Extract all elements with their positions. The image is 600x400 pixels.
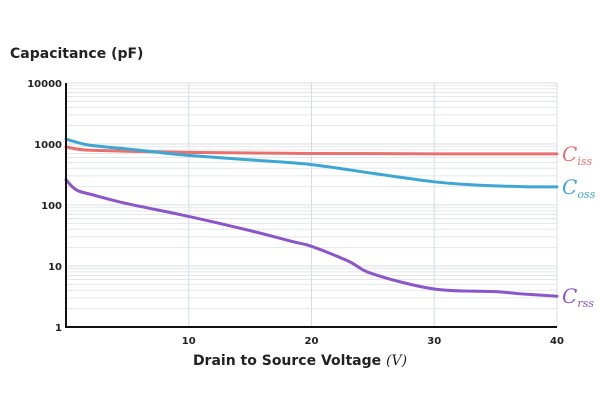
x-tick-label: 20 <box>305 336 319 347</box>
y-tick-label: 10000 <box>27 79 62 90</box>
x-tick-label: 10 <box>182 336 196 347</box>
y-tick-label: 10 <box>48 262 62 273</box>
tick-labels: 1 10 100 1000 10000 10 20 30 40 <box>27 79 564 347</box>
y-tick-label: 100 <box>41 201 62 212</box>
y-axis-title: Capacitance (pF) <box>10 46 144 62</box>
x-axis-title: Drain to Source Voltage (V) <box>0 353 600 369</box>
series-label-iss: Ciss <box>562 142 592 168</box>
series-label-main: C <box>562 175 577 199</box>
x-tick-label: 40 <box>550 336 564 347</box>
y-tick-label: 1000 <box>34 140 62 151</box>
x-axis-unit: (V) <box>386 353 408 369</box>
series-line-rss <box>64 178 559 298</box>
series-label-main: C <box>562 284 577 308</box>
series-label-subscript: rss <box>577 297 594 310</box>
x-tick-label: 30 <box>427 336 441 347</box>
series-line-iss <box>64 145 559 156</box>
x-axis-title-text: Drain to Source Voltage <box>192 353 382 369</box>
series-label-oss: Coss <box>562 175 596 201</box>
series-label-subscript: oss <box>577 188 595 201</box>
series-lines <box>64 137 559 298</box>
series-label-main: C <box>562 142 577 166</box>
series-label-subscript: iss <box>577 155 592 168</box>
axes <box>65 83 557 328</box>
series-label-rss: Crss <box>562 284 594 310</box>
series-line-oss <box>64 137 559 189</box>
y-tick-label: 1 <box>55 323 62 334</box>
